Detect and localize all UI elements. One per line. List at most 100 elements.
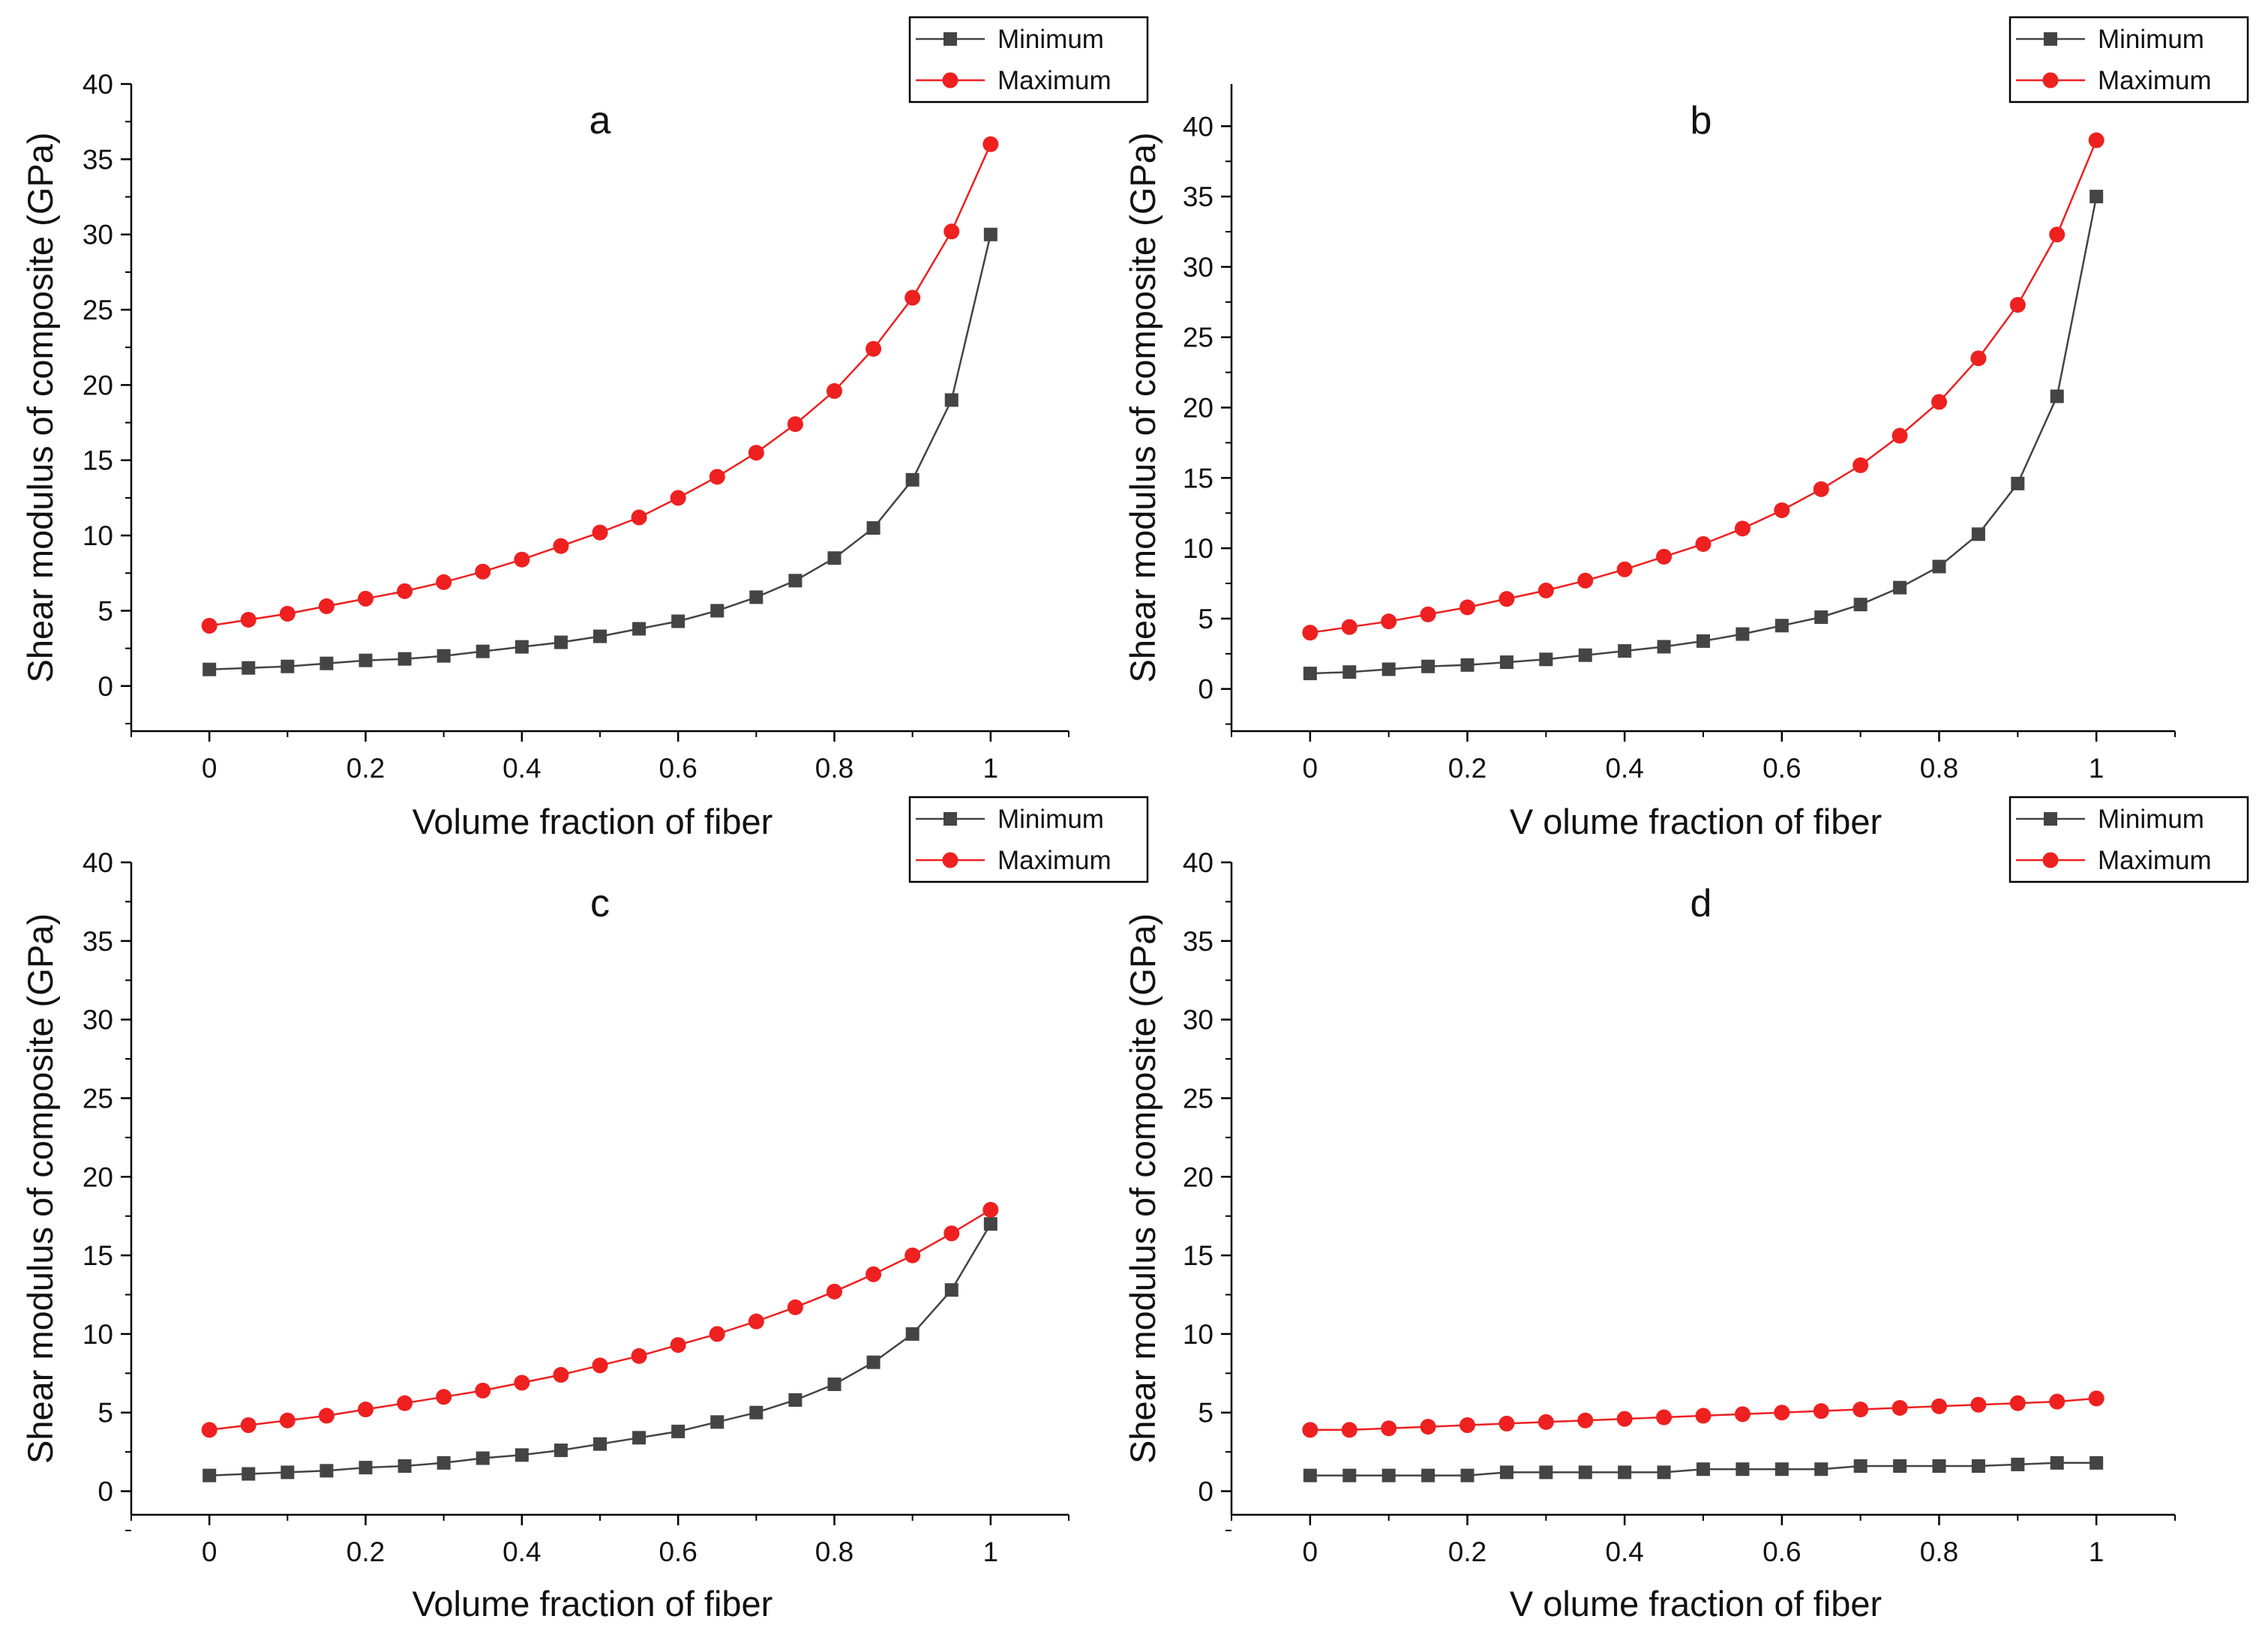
- data-point-maximum: [475, 563, 491, 580]
- y-tick-label: 10: [1183, 1319, 1214, 1350]
- data-point-maximum: [748, 445, 764, 461]
- y-tick-label: 35: [82, 144, 113, 175]
- y-tick-label: 0: [98, 1477, 113, 1507]
- data-point-maximum: [1577, 1412, 1594, 1429]
- y-tick-label: 0: [1198, 1477, 1214, 1507]
- data-point-minimum: [514, 640, 529, 654]
- data-point-minimum: [983, 227, 998, 241]
- y-tick-label: 25: [1183, 322, 1214, 353]
- data-point-maximum: [1498, 1415, 1515, 1432]
- data-point-minimum: [2090, 190, 2104, 204]
- y-tick-label: 25: [1183, 1083, 1214, 1114]
- data-point-minimum: [1774, 619, 1789, 633]
- data-point-maximum: [475, 1382, 491, 1399]
- y-tick-label: 20: [82, 370, 113, 400]
- y-tick-label: 30: [82, 1005, 113, 1036]
- chart-panel-d: 0 5 10 15 20 25 30 35 40 0 0.2 0.4 0.6 0.8 1 d V olume f…: [1123, 796, 2249, 1624]
- data-point-minimum: [1303, 667, 1317, 681]
- x-tick-label: 1: [2089, 1537, 2104, 1567]
- data-point-maximum: [1420, 606, 1436, 622]
- data-point-minimum: [1853, 1459, 1868, 1474]
- data-point-minimum: [1578, 648, 1592, 662]
- legend: Minimum Maximum: [908, 16, 1149, 103]
- y-tick-label: 30: [82, 220, 113, 250]
- data-point-maximum: [1695, 1408, 1712, 1424]
- chart-panel-a: 0 5 10 15 20 25 30 35 40 0 0.2 0.4 0.6 0.8 1 a Volume fr…: [20, 16, 1149, 841]
- x-tick-label: 1: [2089, 753, 2104, 784]
- data-point-maximum: [397, 1395, 413, 1411]
- data-point-minimum: [436, 649, 451, 663]
- chart-panel-c: 0 5 10 15 20 25 30 35 40 0 0.2 0.4 0.6 0.8 1 c Volume fr…: [20, 796, 1149, 1624]
- data-point-minimum: [1578, 1465, 1592, 1480]
- data-point-maximum: [2009, 297, 2026, 313]
- data-point-maximum: [1616, 1411, 1633, 1427]
- y-axis-title: Shear modulus of composite (GPa): [1123, 132, 1162, 682]
- legend-marker-minimum: [2044, 812, 2057, 826]
- data-point-minimum: [1382, 1468, 1396, 1483]
- x-tick-label: 0: [1303, 753, 1318, 784]
- data-point-maximum: [1852, 457, 1869, 473]
- data-point-minimum: [242, 661, 256, 675]
- x-tick-label: 1: [983, 753, 999, 784]
- data-point-maximum: [514, 1375, 530, 1391]
- data-point-minimum: [1814, 1462, 1828, 1477]
- data-point-maximum: [1734, 1406, 1750, 1423]
- data-point-maximum: [1460, 599, 1475, 616]
- data-point-minimum: [2090, 1456, 2104, 1470]
- y-tick-label: 15: [82, 445, 113, 476]
- data-point-maximum: [1577, 572, 1594, 589]
- data-point-minimum: [905, 472, 920, 487]
- data-point-minimum: [1460, 658, 1474, 672]
- data-point-maximum: [1852, 1402, 1869, 1418]
- x-tick-label: 0.8: [815, 1537, 854, 1567]
- data-point-minimum: [710, 1415, 724, 1429]
- x-tick-label: 0: [1303, 1537, 1318, 1567]
- x-tick-label: 0.4: [1605, 1537, 1643, 1567]
- y-tick-label: 10: [1183, 533, 1214, 564]
- data-point-maximum: [2049, 226, 2066, 243]
- legend-label-minimum: Minimum: [2098, 805, 2204, 834]
- data-point-minimum: [1893, 1459, 1907, 1474]
- x-tick-label: 0.8: [815, 753, 854, 784]
- data-point-maximum: [1734, 520, 1750, 537]
- data-point-minimum: [1657, 640, 1671, 654]
- x-tick-label: 0: [202, 1537, 218, 1567]
- data-point-minimum: [1460, 1468, 1474, 1483]
- data-point-minimum: [2011, 476, 2025, 490]
- data-point-minimum: [358, 653, 373, 667]
- data-point-minimum: [1342, 665, 1357, 679]
- data-point-maximum: [1970, 350, 1987, 367]
- data-point-minimum: [749, 590, 764, 604]
- data-point-maximum: [866, 340, 882, 357]
- data-point-minimum: [1342, 1468, 1357, 1483]
- data-point-minimum: [2050, 1456, 2064, 1470]
- data-point-minimum: [1618, 1465, 1632, 1480]
- x-tick-label: 0.8: [1920, 753, 1958, 784]
- data-point-minimum: [788, 1393, 802, 1407]
- data-point-maximum: [631, 1348, 647, 1364]
- legend-label-minimum: Minimum: [2098, 25, 2204, 54]
- data-point-maximum: [397, 583, 413, 599]
- y-tick-label: 25: [82, 295, 113, 325]
- x-tick-label: 0.4: [1605, 753, 1643, 784]
- data-point-minimum: [398, 652, 412, 666]
- data-point-minimum: [358, 1461, 373, 1475]
- data-point-minimum: [202, 1468, 217, 1483]
- data-point-minimum: [202, 662, 217, 676]
- legend: Minimum Maximum: [2008, 796, 2249, 883]
- data-point-maximum: [1774, 502, 1790, 518]
- x-tick-label: 1: [983, 1537, 999, 1567]
- data-point-maximum: [2049, 1393, 2066, 1410]
- data-point-maximum: [318, 598, 334, 614]
- data-point-maximum: [358, 1402, 374, 1418]
- data-point-maximum: [748, 1313, 764, 1330]
- y-tick-label: 40: [82, 69, 113, 100]
- legend-marker-minimum: [944, 32, 957, 46]
- panel-letter: c: [590, 882, 610, 925]
- data-point-maximum: [1341, 1422, 1358, 1438]
- y-tick-label: 30: [1183, 1005, 1214, 1036]
- data-point-maximum: [1302, 1422, 1318, 1438]
- data-point-minimum: [280, 1465, 295, 1480]
- data-point-maximum: [1892, 427, 1908, 444]
